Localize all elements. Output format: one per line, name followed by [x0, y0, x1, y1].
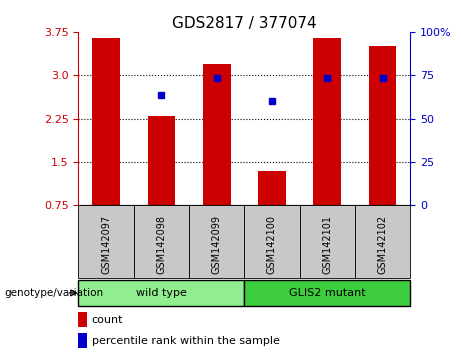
Bar	[148, 116, 175, 205]
Text: GSM142100: GSM142100	[267, 215, 277, 274]
Bar	[78, 205, 134, 278]
Bar	[92, 38, 120, 205]
Bar	[258, 171, 286, 205]
Bar	[300, 205, 355, 278]
Text: GSM142099: GSM142099	[212, 215, 222, 274]
Bar	[369, 46, 396, 205]
Bar	[244, 280, 410, 306]
Text: GSM142101: GSM142101	[322, 215, 332, 274]
Text: count: count	[92, 315, 123, 325]
Title: GDS2817 / 377074: GDS2817 / 377074	[172, 16, 317, 31]
Bar	[244, 205, 300, 278]
Text: GSM142102: GSM142102	[378, 215, 388, 274]
Bar	[313, 38, 341, 205]
Text: genotype/variation: genotype/variation	[5, 288, 104, 298]
Text: percentile rank within the sample: percentile rank within the sample	[92, 336, 279, 346]
Text: GSM142097: GSM142097	[101, 215, 111, 274]
Bar	[78, 312, 87, 327]
Text: GSM142098: GSM142098	[156, 215, 166, 274]
Bar	[78, 280, 244, 306]
Bar	[203, 64, 230, 205]
Bar	[134, 205, 189, 278]
Text: wild type: wild type	[136, 288, 187, 298]
Bar	[355, 205, 410, 278]
Bar	[78, 333, 87, 348]
Bar	[189, 205, 244, 278]
Text: GLIS2 mutant: GLIS2 mutant	[289, 288, 366, 298]
